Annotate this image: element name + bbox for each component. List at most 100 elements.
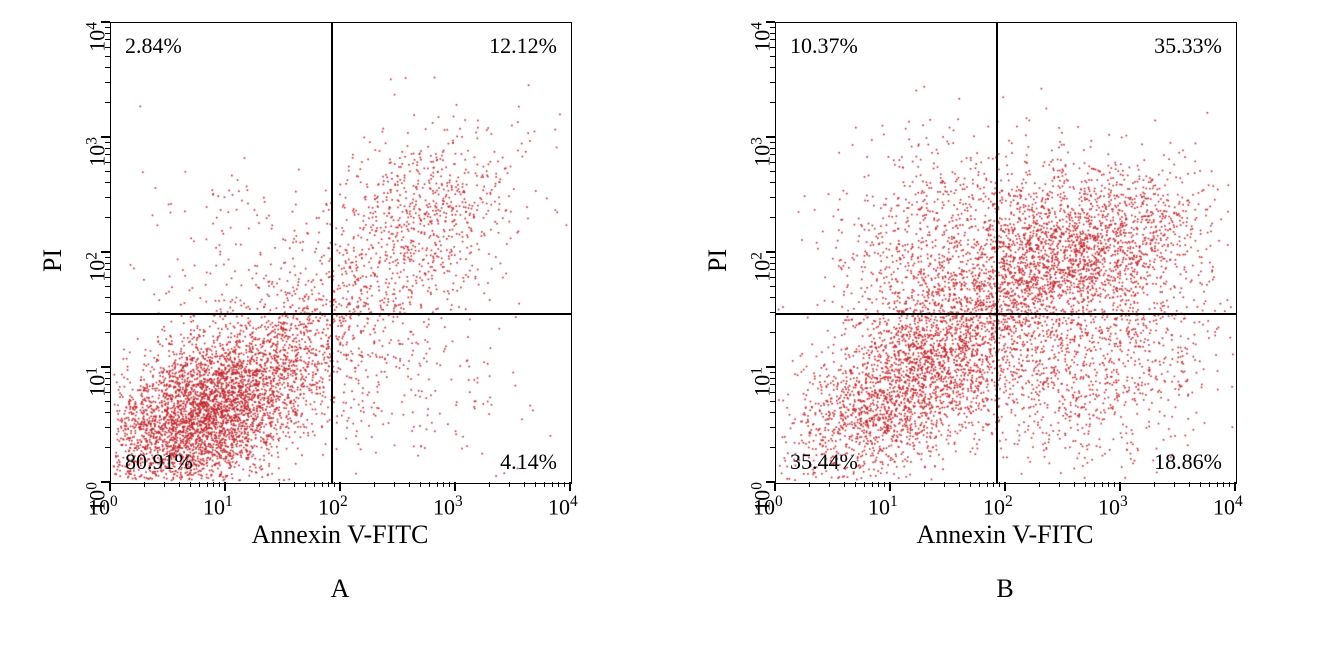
y-tick-label: 100 [748, 482, 775, 532]
y-tick-minor [105, 217, 110, 218]
x-tick-minor [449, 482, 450, 487]
y-tick-label: 103 [83, 137, 110, 187]
x-tick-minor [179, 482, 180, 487]
x-tick-minor [993, 482, 994, 487]
x-tick-minor [213, 482, 214, 487]
x-tick-minor [420, 482, 421, 487]
x-tick-minor [844, 482, 845, 487]
x-tick-minor [959, 482, 960, 487]
x-tick-minor [1154, 482, 1155, 487]
x-tick-minor [199, 482, 200, 487]
quadrant-line-vertical [331, 23, 333, 483]
quadrant-label-lr: 4.14% [500, 449, 557, 475]
scatter-canvas [776, 23, 1236, 483]
y-tick-minor [105, 82, 110, 83]
x-axis-label: Annexin V-FITC [110, 520, 570, 550]
x-tick-label: 102 [318, 493, 348, 520]
y-tick-minor [770, 427, 775, 428]
x-tick-minor [305, 482, 306, 487]
x-tick-minor [328, 482, 329, 487]
quadrant-label-ur: 35.33% [1154, 33, 1222, 59]
quadrant-label-ul: 10.37% [790, 33, 858, 59]
x-tick-minor [1200, 482, 1201, 487]
x-tick-label: 101 [203, 493, 233, 520]
y-tick-minor [770, 217, 775, 218]
x-tick-minor [190, 482, 191, 487]
x-tick-minor [1059, 482, 1060, 487]
quadrant-label-ll: 80.91% [125, 449, 193, 475]
x-tick-minor [279, 482, 280, 487]
quadrant-line-horizontal [111, 313, 571, 315]
x-tick-minor [558, 482, 559, 487]
y-tick-minor [105, 102, 110, 103]
x-tick-label: 104 [1213, 493, 1243, 520]
y-tick-minor [105, 332, 110, 333]
x-tick-minor [1223, 482, 1224, 487]
x-tick-minor [437, 482, 438, 487]
x-tick-minor [809, 482, 810, 487]
y-axis-label: PI [38, 249, 68, 272]
x-tick-minor [1174, 482, 1175, 487]
panel-title: B [775, 574, 1235, 604]
x-tick-minor [979, 482, 980, 487]
x-tick-minor [552, 482, 553, 487]
plot-area: 2.84%12.12%80.91%4.14% [110, 22, 572, 484]
plot-area: 10.37%35.33%35.44%18.86% [775, 22, 1237, 484]
x-tick-minor [924, 482, 925, 487]
x-tick-minor [489, 482, 490, 487]
quadrant-label-lr: 18.86% [1154, 449, 1222, 475]
x-tick-label: 103 [433, 493, 463, 520]
x-tick-minor [872, 482, 873, 487]
x-tick-minor [1189, 482, 1190, 487]
x-tick-minor [864, 482, 865, 487]
y-tick-label: 102 [748, 252, 775, 302]
x-tick-minor [259, 482, 260, 487]
x-tick-minor [829, 482, 830, 487]
x-tick-minor [374, 482, 375, 487]
x-tick-minor [544, 482, 545, 487]
x-tick-label: 104 [548, 493, 578, 520]
x-tick-major [339, 482, 340, 491]
y-tick-minor [105, 427, 110, 428]
x-tick-major [569, 482, 570, 491]
x-tick-minor [999, 482, 1000, 487]
x-tick-minor [443, 482, 444, 487]
y-tick-label: 103 [748, 137, 775, 187]
y-tick-minor [105, 447, 110, 448]
x-tick-major [1004, 482, 1005, 491]
x-tick-minor [294, 482, 295, 487]
x-tick-minor [1108, 482, 1109, 487]
x-tick-minor [394, 482, 395, 487]
x-tick-minor [144, 482, 145, 487]
x-tick-minor [878, 482, 879, 487]
x-tick-minor [429, 482, 430, 487]
quadrant-line-vertical [996, 23, 998, 483]
x-tick-minor [322, 482, 323, 487]
x-tick-minor [1039, 482, 1040, 487]
y-tick-label: 102 [83, 252, 110, 302]
x-tick-minor [164, 482, 165, 487]
x-tick-minor [524, 482, 525, 487]
x-tick-major [1234, 482, 1235, 491]
y-tick-minor [770, 447, 775, 448]
x-tick-label: 103 [1098, 493, 1128, 520]
x-tick-minor [884, 482, 885, 487]
x-tick-minor [207, 482, 208, 487]
x-tick-minor [970, 482, 971, 487]
y-tick-label: 101 [83, 367, 110, 417]
x-tick-minor [314, 482, 315, 487]
x-tick-minor [1102, 482, 1103, 487]
x-tick-minor [1085, 482, 1086, 487]
y-tick-label: 104 [83, 22, 110, 72]
x-tick-minor [1114, 482, 1115, 487]
y-tick-minor [105, 312, 110, 313]
y-tick-label: 104 [748, 22, 775, 72]
y-tick-minor [770, 102, 775, 103]
x-tick-minor [944, 482, 945, 487]
y-tick-minor [770, 82, 775, 83]
x-tick-minor [564, 482, 565, 487]
y-tick-minor [770, 197, 775, 198]
y-tick-label: 100 [83, 482, 110, 532]
x-tick-minor [1217, 482, 1218, 487]
y-axis-label: PI [703, 249, 733, 272]
